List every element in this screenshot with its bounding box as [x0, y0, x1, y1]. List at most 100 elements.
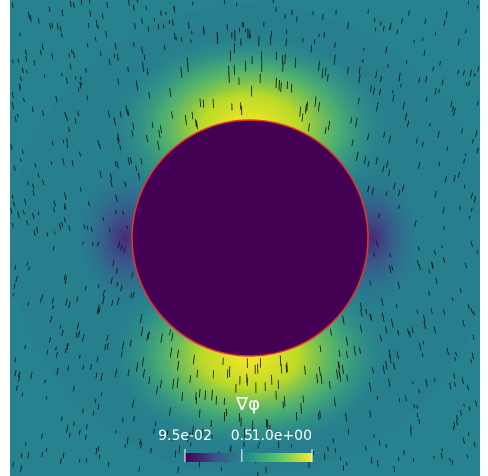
- vector-glyph: [37, 211, 40, 216]
- colorbar-tick-label: 9.5e-02: [158, 428, 212, 444]
- vector-glyph: [33, 230, 36, 236]
- vector-glyph: [280, 363, 283, 374]
- vector-glyph: [464, 262, 468, 269]
- vector-glyph: [86, 43, 89, 48]
- vector-glyph: [98, 454, 101, 459]
- vector-glyph: [457, 38, 460, 45]
- vector-glyph: [467, 1, 470, 5]
- vector-glyph: [26, 220, 29, 225]
- vector-glyph: [15, 385, 18, 391]
- vector-glyph: [62, 139, 65, 144]
- vector-glyph: [474, 73, 476, 77]
- vector-glyph: [111, 299, 114, 306]
- vector-glyph: [173, 5, 176, 13]
- vector-glyph: [78, 458, 81, 463]
- vector-glyph: [19, 83, 21, 88]
- vector-glyph: [79, 82, 82, 89]
- vector-glyph: [61, 221, 64, 227]
- vector-glyph: [66, 428, 68, 434]
- vector-glyph: [43, 74, 46, 78]
- vector-glyph: [22, 210, 25, 215]
- vector-glyph: [442, 206, 445, 214]
- vector-glyph: [388, 265, 392, 273]
- vector-glyph: [162, 432, 164, 438]
- vector-glyph: [116, 53, 119, 61]
- vector-glyph: [454, 357, 456, 361]
- vector-glyph: [95, 36, 97, 42]
- vector-glyph: [80, 81, 83, 86]
- vector-glyph: [441, 245, 443, 249]
- vector-glyph: [456, 414, 458, 420]
- vector-glyph: [319, 345, 322, 353]
- vector-glyph: [379, 88, 381, 96]
- vector-glyph: [131, 130, 134, 137]
- vector-glyph: [28, 266, 30, 271]
- vector-glyph: [120, 351, 123, 358]
- vector-glyph: [65, 298, 68, 306]
- vector-glyph: [116, 297, 120, 306]
- vector-glyph: [385, 443, 387, 448]
- vector-glyph: [110, 277, 113, 285]
- vector-glyph: [280, 82, 282, 92]
- vector-glyph: [412, 458, 415, 462]
- vector-glyph: [470, 240, 473, 247]
- vector-glyph: [347, 428, 350, 435]
- vector-glyph: [61, 32, 63, 38]
- vector-glyph: [369, 410, 372, 418]
- vector-glyph: [158, 129, 161, 139]
- vector-glyph: [21, 67, 24, 74]
- vector-glyph: [99, 144, 101, 150]
- vector-glyph: [104, 344, 107, 350]
- vector-glyph: [430, 308, 433, 314]
- vector-glyph: [418, 388, 420, 394]
- vector-glyph: [80, 0, 83, 5]
- vector-glyph: [359, 324, 363, 333]
- vector-glyph: [49, 316, 53, 323]
- vector-glyph: [389, 253, 392, 258]
- vector-glyph: [477, 66, 480, 72]
- vector-glyph: [21, 149, 24, 155]
- vector-glyph: [128, 0, 130, 6]
- vector-glyph: [41, 43, 44, 51]
- vector-glyph: [86, 95, 89, 101]
- vector-glyph: [473, 441, 476, 447]
- vector-glyph: [55, 346, 57, 351]
- vector-glyph: [126, 225, 128, 230]
- vector-glyph: [157, 23, 160, 30]
- vector-glyph: [363, 156, 367, 165]
- vector-glyph: [467, 384, 469, 391]
- vector-glyph: [68, 225, 71, 232]
- vector-glyph: [327, 73, 329, 82]
- vector-glyph: [324, 453, 326, 461]
- vector-glyph: [100, 392, 103, 396]
- vector-glyph: [425, 379, 427, 383]
- vector-glyph: [373, 252, 376, 257]
- vector-glyph: [160, 333, 163, 343]
- vector-glyph: [191, 111, 194, 120]
- vector-glyph: [446, 347, 449, 355]
- vector-glyph: [404, 112, 408, 121]
- vector-glyph: [31, 106, 34, 113]
- vector-glyph: [69, 63, 72, 70]
- vector-glyph: [338, 361, 340, 369]
- vector-glyph: [382, 364, 385, 374]
- vector-glyph: [413, 39, 415, 44]
- vector-glyph: [66, 116, 68, 122]
- vector-glyph: [11, 222, 14, 228]
- vector-glyph: [181, 392, 184, 401]
- vector-glyph: [61, 72, 63, 77]
- vector-glyph: [369, 85, 372, 93]
- vector-glyph: [10, 144, 13, 151]
- vector-glyph: [141, 47, 143, 54]
- vector-glyph: [134, 23, 136, 30]
- vector-glyph: [48, 6, 51, 12]
- vector-glyph: [37, 172, 40, 178]
- vector-glyph: [39, 49, 42, 55]
- vector-glyph: [26, 262, 29, 266]
- vector-glyph: [199, 389, 201, 398]
- vector-glyph: [69, 0, 72, 8]
- vector-glyph: [376, 240, 379, 247]
- vector-glyph: [122, 417, 124, 423]
- vector-glyph: [169, 347, 173, 358]
